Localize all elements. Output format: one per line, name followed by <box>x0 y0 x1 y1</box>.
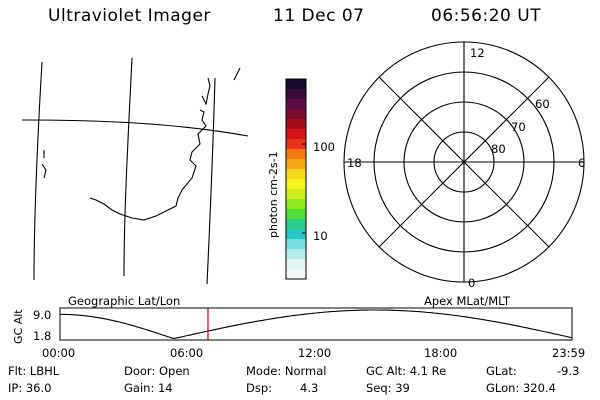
colorbar-label: photon cm-2s-1 <box>267 151 280 238</box>
y-tick-9: 9.0 <box>33 308 52 322</box>
colorbar-stripe <box>286 269 306 280</box>
filter-readout: Flt: LBHL <box>8 364 60 378</box>
axis-title-gc-alt: GC Alt <box>12 309 25 344</box>
glon-readout: GLon: 320.4 <box>486 381 556 395</box>
timeline-frame <box>59 307 573 341</box>
colorbar: photon cm-2s-1 <box>267 78 307 280</box>
colorbar-stripe <box>286 189 306 200</box>
altitude-timeline: GC Alt <box>12 307 573 344</box>
lat-label-60: 60 <box>535 97 550 111</box>
polar-plot <box>343 41 585 283</box>
apex-label: Apex MLat/MLT <box>424 294 511 308</box>
colorbar-stripe <box>286 169 306 180</box>
mlt-label-0: 0 <box>468 276 476 290</box>
colorbar-stripe <box>286 149 306 160</box>
x-tick-1200: 12:00 <box>298 346 332 360</box>
mlt-label-12: 12 <box>470 46 485 60</box>
colorbar-stripe <box>286 159 306 170</box>
colorbar-stripe <box>286 89 306 100</box>
dsp-value: 4.3 <box>300 381 319 395</box>
dsp-label: Dsp: <box>246 381 273 395</box>
colorbar-stripe <box>286 99 306 110</box>
longitude-line <box>123 57 133 277</box>
diagonal-meridian <box>378 76 550 248</box>
coastline <box>41 150 47 179</box>
seq-readout: Seq: 39 <box>366 381 410 395</box>
x-tick-0000: 00:00 <box>42 346 76 360</box>
door-readout: Door: Open <box>124 364 190 378</box>
colorbar-stripe <box>286 229 306 240</box>
x-tick-0600: 06:00 <box>170 346 204 360</box>
gc-alt-readout: GC Alt: 4.1 Re <box>366 364 447 378</box>
gain-readout: Gain: 14 <box>124 381 173 395</box>
colorbar-stripe <box>286 79 306 90</box>
lat-label-70: 70 <box>511 120 526 134</box>
longitude-line <box>206 77 216 285</box>
colorbar-stripe <box>286 179 306 190</box>
glat-label: GLat: <box>486 364 517 378</box>
lat-label-80: 80 <box>491 142 506 156</box>
colorbar-stripe <box>286 199 306 210</box>
mlt-label-6: 6 <box>578 156 586 170</box>
longitude-line <box>33 61 43 281</box>
observation-date: 11 Dec 07 <box>273 6 365 26</box>
glat-value: -9.3 <box>557 364 580 378</box>
x-tick-1800: 18:00 <box>424 346 458 360</box>
instrument-title: Ultraviolet Imager <box>48 6 211 26</box>
geographic-label: Geographic Lat/Lon <box>68 294 181 308</box>
observation-time: 06:56:20 UT <box>431 6 542 26</box>
colorbar-tick-100: 100 <box>313 140 335 154</box>
colorbar-stripe <box>286 219 306 230</box>
colorbar-stripe <box>286 259 306 270</box>
colorbar-tick-10: 10 <box>313 229 328 243</box>
latitude-line <box>21 119 249 137</box>
y-tick-1-8: 1.8 <box>33 329 52 343</box>
mode-readout: Mode: Normal <box>246 364 327 378</box>
coastline <box>89 109 207 221</box>
colorbar-stripe <box>286 129 306 140</box>
altitude-curve <box>60 309 573 339</box>
colorbar-stripe <box>286 119 306 130</box>
geographic-map <box>21 57 249 285</box>
mlt-label-18: 18 <box>347 156 362 170</box>
colorbar-stripe <box>286 209 306 220</box>
ip-readout: IP: 36.0 <box>8 381 52 395</box>
colorbar-stripe <box>286 109 306 120</box>
x-tick-2359: 23:59 <box>552 346 586 360</box>
coastline <box>201 67 241 106</box>
colorbar-stripe <box>286 239 306 250</box>
colorbar-stripe <box>286 249 306 260</box>
colorbar-stripe <box>286 139 306 150</box>
